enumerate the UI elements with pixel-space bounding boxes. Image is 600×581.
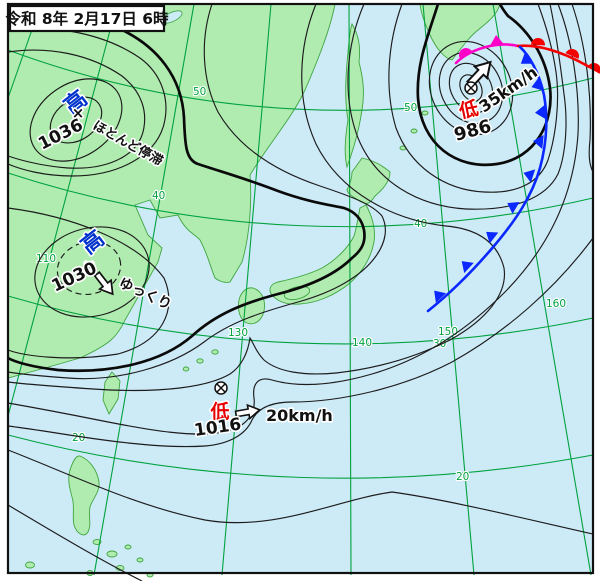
chart-title: 令和 8年 2月17日 6時 — [4, 9, 169, 28]
meridian-160e — [492, 3, 592, 576]
isobar — [388, 3, 559, 193]
luzon-island — [68, 455, 100, 536]
ryukyu-islet — [182, 366, 190, 372]
title-box: 令和 8年 2月17日 6時 — [4, 4, 169, 33]
lon-label: 150 — [438, 326, 458, 338]
lon-label: 160 — [546, 298, 566, 310]
low2-movement: 20km/h — [266, 406, 333, 425]
isobar-thick — [416, 3, 552, 167]
isobar — [448, 62, 494, 114]
isobars — [7, 3, 594, 581]
lon-label: 140 — [352, 337, 372, 349]
lat-label: 20 — [72, 432, 85, 444]
isobar — [347, 3, 567, 210]
isobar — [571, 3, 594, 173]
parallel-40n — [7, 172, 594, 228]
isobar — [29, 78, 123, 162]
fronts — [426, 34, 600, 313]
meridian-130e — [221, 3, 272, 576]
isobar — [34, 226, 150, 318]
graticule-labels: 50 50 40 40 30 20 20 110 130 140 150 160 — [35, 85, 567, 484]
isobar — [7, 3, 506, 392]
lon-label: 110 — [36, 253, 56, 265]
isobar-dashed — [56, 240, 122, 296]
isobar — [438, 51, 504, 125]
isobar — [7, 3, 579, 435]
philippine-islet — [25, 561, 35, 569]
meridian-120e — [93, 3, 195, 576]
lon-label: 130 — [228, 327, 248, 339]
isobar — [49, 96, 103, 144]
meridian-150e — [422, 3, 475, 576]
cold-front-line — [426, 45, 548, 313]
ryukyu-islet — [196, 358, 204, 364]
ryukyu-islet — [211, 349, 219, 355]
isobar — [7, 27, 167, 177]
high2-center-mark: × — [83, 257, 96, 275]
kuril-islet — [421, 110, 429, 116]
isobar — [7, 449, 594, 535]
lat-label: 20 — [456, 471, 469, 483]
isobar — [7, 3, 386, 380]
low2-symbol: 低 — [209, 400, 229, 423]
isobar-thick — [7, 26, 366, 373]
kuril-islet — [410, 128, 418, 134]
lat-label: 50 — [193, 86, 206, 98]
low-center-symbol — [464, 81, 478, 95]
isobar — [7, 49, 146, 169]
philippine-islet — [124, 544, 132, 550]
low-center-symbol — [214, 381, 228, 395]
philippine-islet — [92, 539, 102, 545]
hokkaido-island — [346, 157, 391, 204]
meridian-110e — [7, 3, 118, 417]
lat-label: 50 — [404, 102, 417, 114]
high1-center-mark: × — [72, 104, 85, 122]
parallel-20n — [7, 434, 594, 479]
philippine-islet — [136, 557, 144, 563]
philippine-islet — [106, 550, 118, 558]
taiwan-island — [102, 371, 121, 415]
occluded-front-line — [454, 43, 520, 65]
isobar — [7, 207, 170, 359]
kamchatka-land — [419, 3, 501, 61]
isobar — [428, 40, 514, 136]
map-frame — [6, 2, 595, 575]
parallel-30n — [7, 295, 594, 345]
isobar — [459, 74, 483, 102]
lat-label: 40 — [152, 190, 165, 202]
